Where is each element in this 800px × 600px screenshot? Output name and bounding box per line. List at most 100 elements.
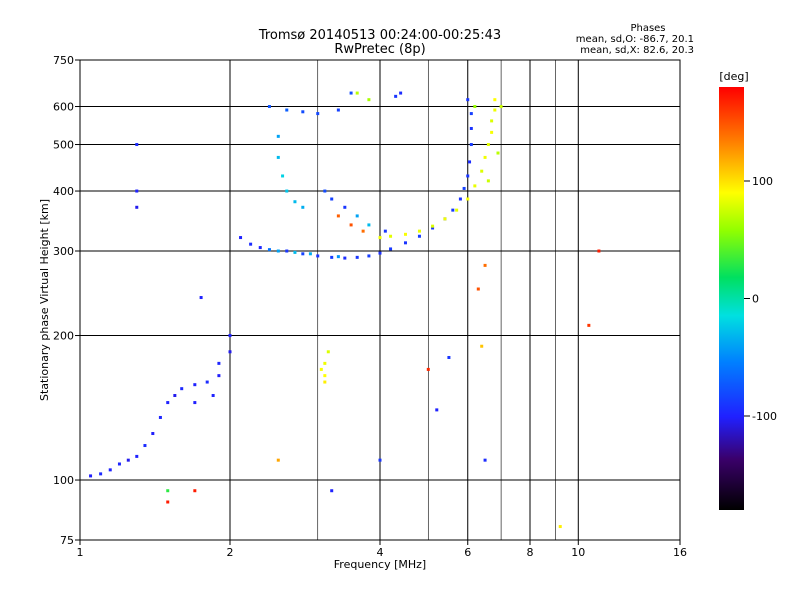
data-point — [480, 169, 484, 173]
data-point — [355, 255, 359, 259]
y-tick-label: 600 — [53, 101, 74, 114]
data-point — [135, 189, 139, 193]
data-point — [466, 174, 470, 178]
colorbar-gradient — [719, 87, 744, 510]
colorbar-label: [deg] — [719, 70, 748, 83]
data-point — [301, 205, 305, 209]
data-point — [285, 249, 289, 253]
data-point — [89, 474, 93, 478]
data-point — [166, 401, 170, 405]
data-point — [378, 458, 382, 462]
data-point — [330, 197, 334, 201]
data-point — [267, 105, 271, 109]
x-tick-label: 2 — [227, 546, 234, 559]
data-point — [486, 179, 490, 183]
x-tick-label: 6 — [464, 546, 471, 559]
data-point — [336, 255, 340, 259]
data-point — [308, 252, 312, 256]
data-point — [228, 350, 232, 354]
data-point — [336, 214, 340, 218]
data-point — [355, 91, 359, 95]
data-point — [403, 241, 407, 245]
data-point — [99, 472, 103, 476]
data-point — [293, 250, 297, 254]
data-point — [135, 143, 139, 147]
data-point — [276, 249, 280, 253]
data-point — [193, 401, 197, 405]
data-point — [349, 223, 353, 227]
data-point — [166, 500, 170, 504]
data-point — [343, 205, 347, 209]
data-point — [558, 525, 562, 529]
data-point — [239, 236, 243, 240]
data-point — [431, 224, 435, 228]
data-point — [323, 380, 327, 384]
data-point — [493, 108, 497, 112]
chart-title: Tromsø 20140513 00:24:00-00:25:43 — [258, 28, 501, 43]
data-point — [403, 232, 407, 236]
data-point — [330, 489, 334, 493]
data-point — [378, 251, 382, 255]
y-axis-ticks: 75 100 200 300 400 500 600 750 — [53, 54, 80, 547]
data-point — [417, 234, 421, 238]
data-point — [281, 174, 285, 178]
data-point — [205, 380, 209, 384]
data-point — [462, 186, 466, 190]
y-tick-label: 500 — [53, 139, 74, 152]
data-point — [378, 236, 382, 240]
data-point — [367, 254, 371, 258]
data-point — [458, 197, 462, 201]
colorbar-tick-label: 0 — [752, 293, 759, 306]
chart-subtitle: RwPretec (8p) — [334, 42, 425, 57]
data-point — [228, 334, 232, 338]
data-point — [316, 112, 320, 116]
data-point — [180, 387, 184, 391]
data-point — [447, 355, 451, 359]
phase-stats: Phases mean, sd,O: -86.7, 20.1 mean, sd,… — [576, 23, 694, 56]
data-point — [323, 374, 327, 378]
data-point — [490, 130, 494, 134]
data-point — [399, 91, 403, 95]
x-tick-label: 4 — [377, 546, 384, 559]
data-point — [367, 223, 371, 227]
data-point — [473, 105, 477, 109]
data-point — [267, 248, 271, 252]
data-point — [499, 105, 503, 109]
data-point — [151, 432, 155, 436]
colorbar-ticks: 100 0 -100 — [744, 175, 777, 423]
data-point — [258, 246, 262, 250]
data-point — [367, 98, 371, 102]
colorbar: [deg] 100 0 -100 — [719, 70, 777, 510]
stats-title: Phases — [630, 23, 665, 34]
data-point — [466, 197, 470, 201]
data-point — [451, 208, 455, 212]
data-point — [389, 234, 393, 238]
data-point — [426, 367, 430, 371]
data-point — [469, 143, 473, 147]
data-point — [490, 119, 494, 123]
data-point — [326, 350, 330, 354]
data-point — [587, 323, 591, 327]
data-point — [343, 256, 347, 260]
data-point — [285, 189, 289, 193]
x-tick-label: 16 — [673, 546, 687, 559]
data-point — [173, 394, 177, 398]
data-point — [323, 189, 327, 193]
data-point — [468, 160, 472, 164]
data-point — [276, 458, 280, 462]
data-point — [330, 255, 334, 259]
data-point — [469, 112, 473, 116]
colorbar-tick-label: -100 — [752, 410, 777, 423]
data-point — [483, 458, 487, 462]
data-point — [597, 249, 601, 253]
x-tick-label: 1 — [77, 546, 84, 559]
data-point — [383, 229, 387, 233]
data-point — [301, 252, 305, 256]
data-point — [417, 229, 421, 233]
stats-o-mode: mean, sd,O: -86.7, 20.1 — [576, 34, 694, 45]
grid — [80, 60, 680, 540]
data-point — [285, 108, 289, 112]
data-point — [466, 98, 470, 102]
data-point — [361, 229, 365, 233]
